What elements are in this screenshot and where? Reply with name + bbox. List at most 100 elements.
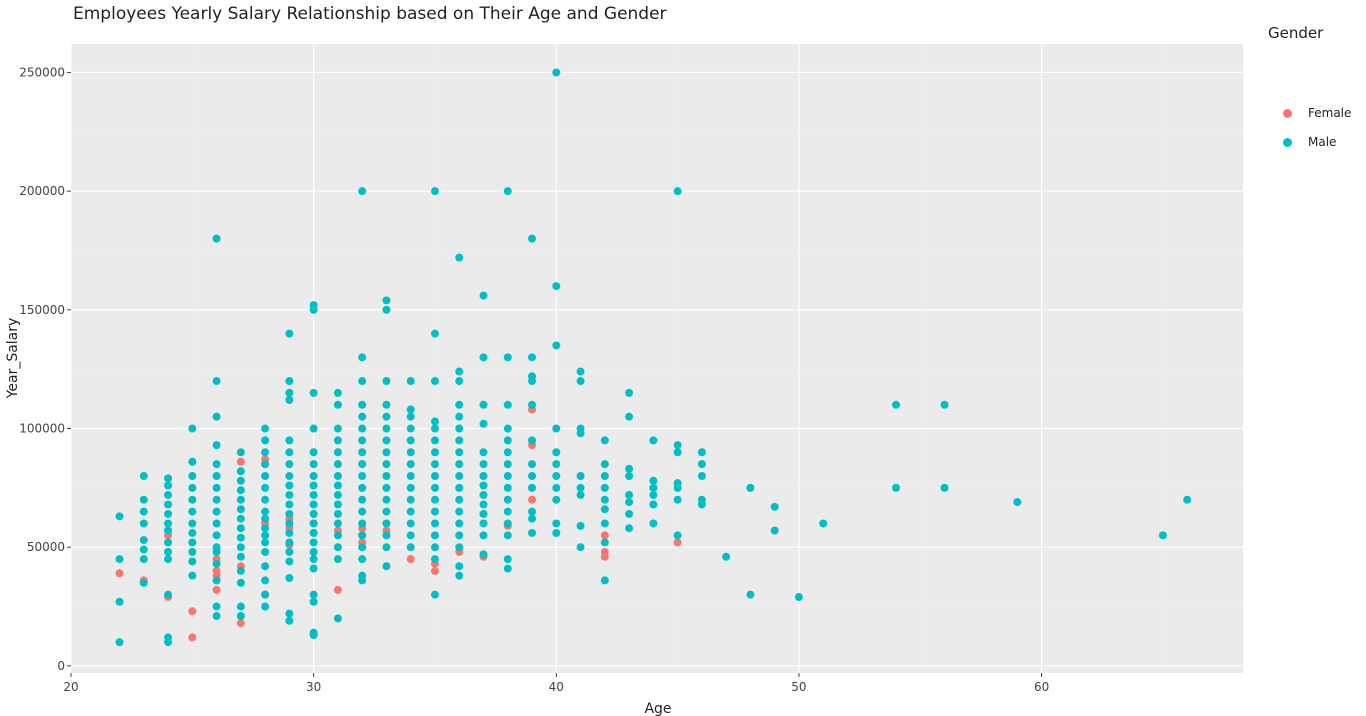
data-point-male[interactable] [212,412,221,421]
data-point-male[interactable] [358,519,367,528]
data-point-male[interactable] [625,490,634,499]
data-point-male[interactable] [261,524,270,533]
data-point-female[interactable] [333,585,342,594]
data-point-male[interactable] [115,512,124,521]
data-point-male[interactable] [479,509,488,518]
data-point-male[interactable] [212,234,221,243]
data-point-male[interactable] [455,367,464,376]
data-point-male[interactable] [261,547,270,556]
data-point-male[interactable] [479,500,488,509]
data-point-male[interactable] [309,547,318,556]
data-point-male[interactable] [625,509,634,518]
data-point-male[interactable] [333,436,342,445]
data-point-female[interactable] [236,457,245,466]
data-point-male[interactable] [600,483,609,492]
data-point-male[interactable] [285,509,294,518]
data-point-male[interactable] [479,490,488,499]
data-point-male[interactable] [212,576,221,585]
data-point-male[interactable] [188,457,197,466]
data-point-male[interactable] [188,571,197,580]
data-point-male[interactable] [503,531,512,540]
data-point-male[interactable] [285,609,294,618]
data-point-male[interactable] [261,424,270,433]
data-point-male[interactable] [309,538,318,547]
data-point-male[interactable] [261,531,270,540]
data-point-male[interactable] [455,495,464,504]
data-point-male[interactable] [358,412,367,421]
data-point-male[interactable] [600,471,609,480]
data-point-male[interactable] [649,500,658,509]
data-point-male[interactable] [479,531,488,540]
data-point-male[interactable] [770,502,779,511]
data-point-male[interactable] [285,528,294,537]
data-point-male[interactable] [309,590,318,599]
data-point-male[interactable] [552,282,561,291]
data-point-male[interactable] [576,429,585,438]
data-point-male[interactable] [552,528,561,537]
data-point-female[interactable] [212,585,221,594]
data-point-male[interactable] [212,559,221,568]
legend-item-male[interactable]: Male [1252,135,1336,149]
data-point-male[interactable] [261,562,270,571]
data-point-male[interactable] [236,467,245,476]
data-point-male[interactable] [164,590,173,599]
data-point-male[interactable] [333,460,342,469]
data-point-male[interactable] [503,353,512,362]
data-point-male[interactable] [212,460,221,469]
data-point-male[interactable] [309,490,318,499]
data-point-male[interactable] [212,507,221,516]
data-point-female[interactable] [188,633,197,642]
data-point-male[interactable] [285,547,294,556]
data-point-male[interactable] [455,562,464,571]
data-point-male[interactable] [285,519,294,528]
data-point-male[interactable] [673,531,682,540]
data-point-male[interactable] [285,377,294,386]
data-point-male[interactable] [358,507,367,516]
data-point-male[interactable] [552,471,561,480]
data-point-male[interactable] [430,448,439,457]
data-point-male[interactable] [212,547,221,556]
data-point-male[interactable] [285,490,294,499]
data-point-male[interactable] [406,460,415,469]
data-point-male[interactable] [455,424,464,433]
data-point-male[interactable] [382,495,391,504]
data-point-male[interactable] [430,417,439,426]
data-point-male[interactable] [139,495,148,504]
data-point-male[interactable] [625,388,634,397]
data-point-male[interactable] [455,507,464,516]
data-point-female[interactable] [600,552,609,561]
data-point-male[interactable] [455,543,464,552]
data-point-male[interactable] [382,412,391,421]
data-point-male[interactable] [479,448,488,457]
data-point-male[interactable] [479,519,488,528]
data-point-male[interactable] [236,612,245,621]
data-point-male[interactable] [940,400,949,409]
data-point-male[interactable] [746,483,755,492]
data-point-male[interactable] [358,187,367,196]
data-point-male[interactable] [430,507,439,516]
data-point-male[interactable] [576,483,585,492]
data-point-male[interactable] [212,602,221,611]
data-point-male[interactable] [406,519,415,528]
data-point-male[interactable] [261,576,270,585]
data-point-male[interactable] [455,377,464,386]
data-point-male[interactable] [503,460,512,469]
data-point-male[interactable] [430,555,439,564]
data-point-male[interactable] [576,521,585,530]
data-point-male[interactable] [188,483,197,492]
data-point-male[interactable] [479,471,488,480]
data-point-male[interactable] [697,500,706,509]
data-point-male[interactable] [115,597,124,606]
data-point-male[interactable] [576,543,585,552]
data-point-male[interactable] [333,400,342,409]
data-point-female[interactable] [600,531,609,540]
data-point-male[interactable] [333,555,342,564]
data-point-male[interactable] [236,543,245,552]
data-point-male[interactable] [285,500,294,509]
data-point-male[interactable] [236,533,245,542]
data-point-male[interactable] [455,400,464,409]
data-point-male[interactable] [600,436,609,445]
data-point-male[interactable] [188,538,197,547]
data-point-male[interactable] [552,424,561,433]
data-point-male[interactable] [382,531,391,540]
